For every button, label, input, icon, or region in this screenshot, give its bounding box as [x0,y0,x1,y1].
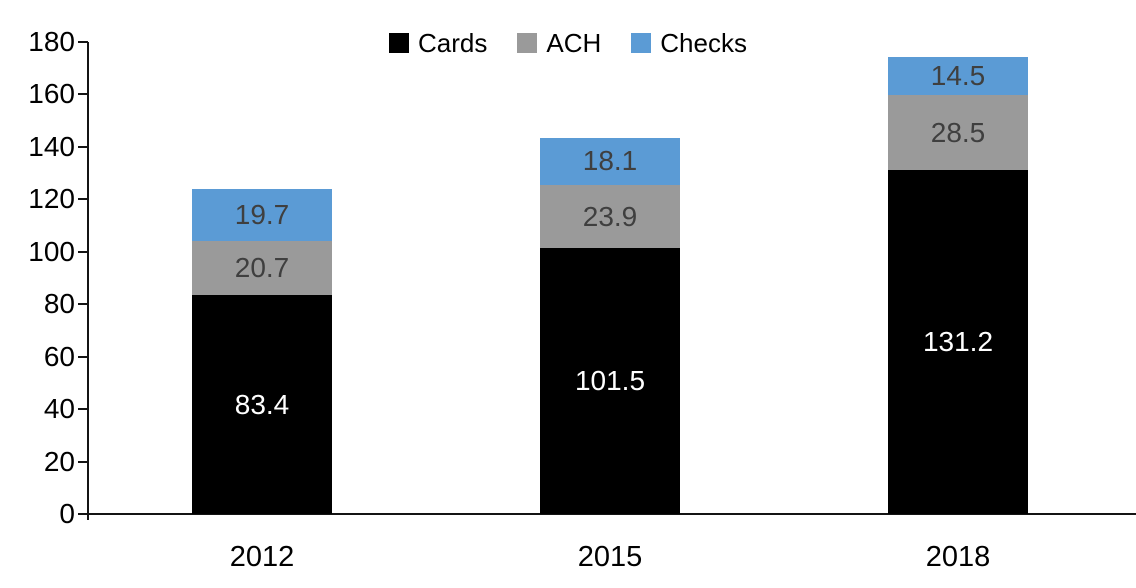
x-category-label-2018: 2018 [925,541,991,573]
legend-label: ACH [546,28,602,58]
bar-value-label: 19.7 [234,199,290,231]
bar-segment-checks-2012: 19.7 [192,189,332,242]
y-tick-label: 40 [43,393,75,425]
legend-label: Cards [418,28,488,58]
legend-item-cards: Cards [389,30,487,56]
y-tick-mark [78,41,88,43]
legend-swatch-icon [389,33,410,53]
y-tick-mark [78,250,88,253]
bar-segment-cards-2018: 131.2 [888,169,1028,514]
bar-segment-ach-2018: 28.5 [888,95,1028,170]
bar-value-label: 28.5 [930,116,986,148]
chart-legend: Cards ACH Checks [0,30,1136,56]
legend-swatch-icon [517,33,538,53]
y-tick-label: 160 [28,78,75,110]
legend-label: Checks [660,28,747,58]
bar-value-label: 18.1 [582,145,638,177]
y-tick-mark [78,355,88,358]
y-tick-mark [78,198,88,201]
x-category-label-2012: 2012 [229,541,295,573]
y-tick-mark [78,513,88,515]
y-tick-mark [78,460,88,463]
y-tick-label: 20 [43,445,75,477]
legend-item-ach: ACH [517,30,601,56]
y-tick-label: 100 [28,235,75,267]
y-tick-mark [78,145,88,148]
x-category-label-2015: 2015 [577,541,643,573]
x-axis-line [88,513,1136,515]
y-tick-label: 0 [59,498,75,529]
bar-value-label: 83.4 [234,388,290,420]
bar-value-label: 20.7 [234,252,290,284]
legend-swatch-icon [631,33,652,53]
bar-segment-ach-2012: 20.7 [192,241,332,296]
y-tick-mark [78,408,88,411]
bar-segment-cards-2012: 83.4 [192,295,332,514]
bar-segment-cards-2015: 101.5 [540,247,680,514]
y-tick-mark [78,303,88,306]
legend-item-checks: Checks [631,30,747,56]
bar-value-label: 23.9 [582,200,638,232]
y-tick-label: 140 [28,130,75,162]
y-tick-label: 120 [28,183,75,215]
y-tick-label: 60 [43,340,75,372]
bar-value-label: 101.5 [574,364,646,396]
bar-segment-checks-2018: 14.5 [888,57,1028,96]
y-tick-mark [78,93,88,96]
y-tick-label: 80 [43,288,75,320]
bar-segment-ach-2015: 23.9 [540,185,680,248]
y-axis-line [87,42,89,520]
bar-value-label: 131.2 [922,325,994,357]
bar-value-label: 14.5 [930,60,986,92]
bar-segment-checks-2015: 18.1 [540,137,680,186]
y-tick-label: 180 [28,26,75,57]
